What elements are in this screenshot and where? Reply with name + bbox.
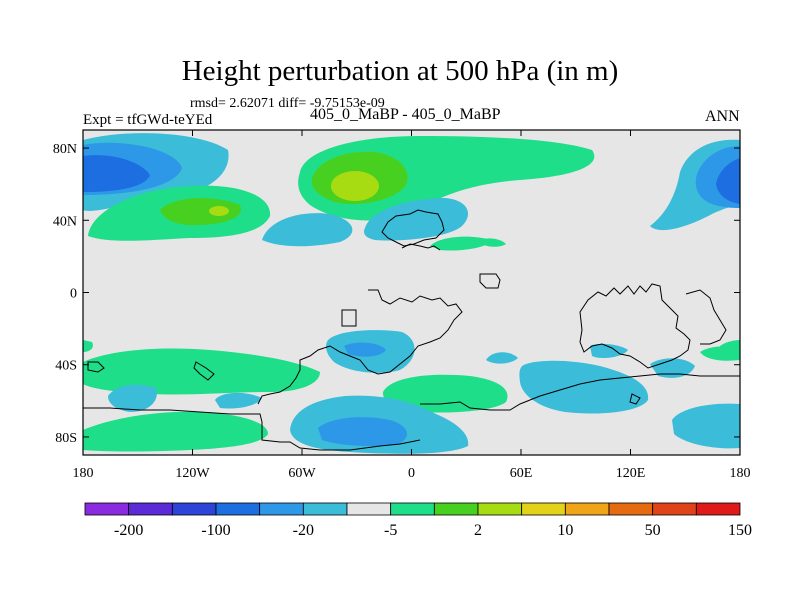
x-tick-label: 0 <box>408 466 415 481</box>
contour-green-40n-c <box>430 236 492 251</box>
coastline-africa <box>257 289 463 405</box>
contour-blue-nw <box>83 155 150 192</box>
colorbar-swatch <box>608 502 654 516</box>
x-tick-label: 60W <box>288 466 316 481</box>
coastline-small-a <box>87 361 105 373</box>
coastline-arctic <box>381 209 445 247</box>
contour-green2-w <box>160 198 241 226</box>
colorbar-swatch <box>390 502 435 516</box>
x-axis: 180 120W 60W 0 60E 120E 180 <box>73 130 751 481</box>
contour-cyan-40n-a <box>262 213 353 247</box>
comparison-label: 405_0_MaBP - 405_0_MaBP <box>310 106 501 123</box>
coastline-asia <box>579 283 691 369</box>
contour-cyan-s3 <box>519 360 649 414</box>
contour-yellow-n <box>331 171 379 201</box>
colorbar-swatch <box>215 502 261 516</box>
x-tick-label: 60E <box>510 466 533 481</box>
colorbar: -200 -100 -20 -5 2 10 50 150 <box>84 502 752 539</box>
y-axis: 80N 40N 0 40S 80S <box>53 142 740 446</box>
colorbar-swatch <box>564 502 610 516</box>
colorbar-label: -5 <box>384 522 397 539</box>
contour-cyan-s5 <box>590 343 628 358</box>
colorbar-swatch <box>695 502 741 516</box>
colorbar-swatch <box>259 502 304 516</box>
experiment-label: Expt = tfGWd-teYEd <box>83 112 213 128</box>
x-tick-label: 120E <box>616 466 646 481</box>
colorbar-label: 50 <box>645 522 661 539</box>
y-tick-label: 80S <box>55 431 77 446</box>
colorbar-swatch <box>346 502 392 516</box>
y-tick-label: 80N <box>53 142 77 157</box>
colorbar-label: -200 <box>114 522 143 539</box>
rmsd-stats: rmsd= 2.62071 diff= -9.75153e-09 <box>190 96 385 111</box>
contour-blue-ne <box>716 158 740 204</box>
x-tick-label: 180 <box>730 466 751 481</box>
coastline-southern-b <box>420 373 740 411</box>
contour-green-s-belt3 <box>83 411 268 452</box>
x-tick-label: 180 <box>73 466 94 481</box>
contour-fields <box>83 133 740 454</box>
contour-green-s-far <box>83 340 93 352</box>
colorbar-swatch <box>128 502 173 516</box>
contour-cyan-40n-b <box>364 198 469 241</box>
coastlines <box>83 209 740 451</box>
y-tick-label: 40S <box>55 359 77 374</box>
contour-green-small <box>478 238 506 247</box>
colorbar-label: 2 <box>474 522 482 539</box>
coastline-east-a <box>479 273 501 289</box>
contour-cyan-sw <box>108 384 157 412</box>
colorbar-swatch <box>521 502 566 516</box>
coastline-southern <box>83 407 421 451</box>
colorbar-label: 10 <box>557 522 573 539</box>
colorbar-swatch <box>171 502 217 516</box>
colorbar-swatch <box>302 502 348 516</box>
contour-cyan-se <box>672 403 740 449</box>
contour-green-s-belt <box>83 348 320 395</box>
colorbar-swatch <box>84 502 130 516</box>
contour-cyan-sw3 <box>318 397 362 411</box>
coastline-north <box>401 243 441 251</box>
colorbar-swatch <box>477 502 523 516</box>
contour-green-s-belt2 <box>382 374 508 413</box>
colorbar-label: -100 <box>201 522 230 539</box>
coastline-small-b <box>193 361 215 381</box>
contour-yellow-w <box>209 206 229 216</box>
season-label: ANN <box>705 108 740 125</box>
contour-cyan-sw2 <box>215 392 262 409</box>
colorbar-swatch <box>652 502 697 516</box>
contour-lightblue-s-big <box>318 417 408 447</box>
contour-lightblue-s1 <box>344 342 386 357</box>
colorbar-swatch <box>433 502 479 516</box>
x-tick-label: 120W <box>175 466 210 481</box>
contour-cyan-s2 <box>486 352 518 364</box>
colorbar-label: -20 <box>293 522 314 539</box>
coastline-box <box>341 309 357 327</box>
coastline-small-c <box>629 393 641 405</box>
contour-green-s-e2 <box>700 346 740 361</box>
colorbar-label: 150 <box>728 522 752 539</box>
y-tick-label: 40N <box>53 214 77 229</box>
coastline-east-b <box>685 289 727 345</box>
plot-title: Height perturbation at 500 hPa (in m) <box>181 55 619 87</box>
y-tick-label: 0 <box>70 287 77 302</box>
